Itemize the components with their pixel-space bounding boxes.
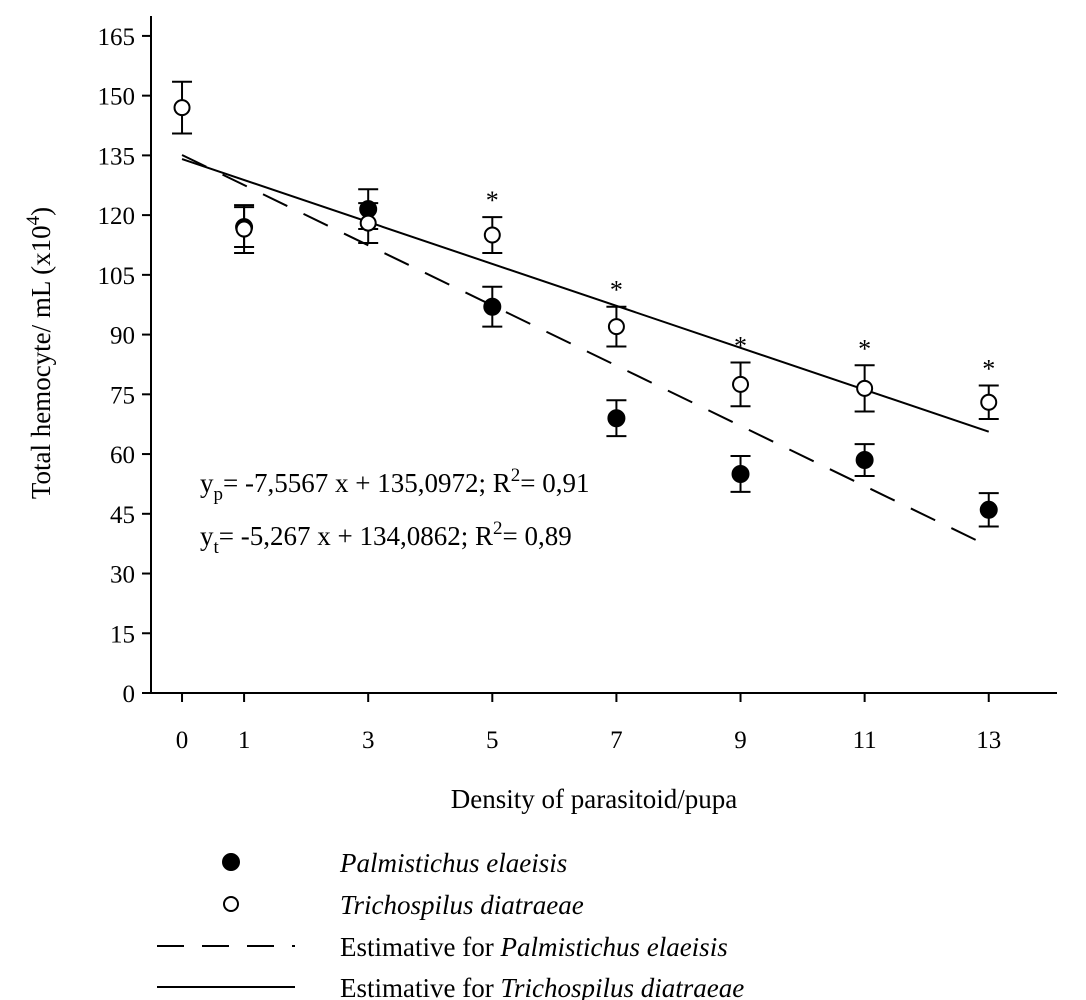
significance-star: * xyxy=(858,334,871,363)
point-palmistichus xyxy=(855,444,875,476)
eq-p-tail: = 0,91 xyxy=(520,468,589,498)
legend-label-trichospilus: Trichospilus diatraeae xyxy=(340,890,584,920)
x-tick-label: 9 xyxy=(734,727,747,754)
eq-p-rest: = -7,5567 x + 135,0972; R xyxy=(223,468,511,498)
y-tick-label: 75 xyxy=(110,382,135,409)
legend-fit-t-species: Trichospilus diatraeae xyxy=(500,973,744,1000)
x-tick-label: 3 xyxy=(362,727,375,754)
y-axis-title-close: ) xyxy=(26,207,56,216)
legend-entry-trichospilus: Trichospilus diatraeae xyxy=(224,890,584,920)
y-tick-label: 30 xyxy=(110,562,135,589)
point-trichospilus xyxy=(234,205,254,253)
legend-label-fit-palmistichus: Estimative for Palmistichus elaeisis xyxy=(340,932,728,962)
legend-fit-p-species: Palmistichus elaeisis xyxy=(499,932,727,962)
point-palmistichus xyxy=(482,287,502,327)
y-tick-label: 105 xyxy=(98,263,136,290)
point-trichospilus xyxy=(731,362,751,406)
y-tick-label: 0 xyxy=(123,681,136,708)
point-trichospilus xyxy=(172,82,192,134)
significance-star: * xyxy=(486,186,499,215)
significance-star: * xyxy=(610,276,623,305)
point-palmistichus xyxy=(606,400,626,436)
point-palmistichus xyxy=(979,493,999,526)
x-tick-label: 5 xyxy=(486,727,499,754)
y-tick-label: 120 xyxy=(98,203,136,230)
open-circle-marker xyxy=(857,381,872,396)
legend-label-palmistichus: Palmistichus elaeisis xyxy=(339,848,567,878)
x-tick-label: 13 xyxy=(976,727,1001,754)
open-circle-marker xyxy=(733,377,748,392)
eq-t-sup: 2 xyxy=(493,518,503,539)
legend: Palmistichus elaeisis Trichospilus diatr… xyxy=(157,848,744,1000)
y-tick-label: 45 xyxy=(110,502,135,529)
filled-circle-marker xyxy=(981,502,997,518)
legend-entry-fit-palmistichus: Estimative for Palmistichus elaeisis xyxy=(157,932,728,962)
y-axis-title: Total hemocyte/ mL (x104) xyxy=(23,207,56,499)
y-axis-title-main: Total hemocyte/ mL (x10 xyxy=(26,225,56,499)
significance-star: * xyxy=(734,331,747,360)
open-circle-marker xyxy=(237,222,252,237)
legend-fit-t-prefix: Estimative for xyxy=(340,973,500,1000)
eq-p-sub: p xyxy=(214,484,224,505)
eq-t-rest: = -5,267 x + 134,0862; R xyxy=(219,521,493,551)
x-tick-label: 11 xyxy=(853,727,877,754)
eq-p-y: y xyxy=(200,468,214,498)
open-circle-marker xyxy=(981,395,996,410)
data-points xyxy=(172,82,999,527)
filled-circle-marker xyxy=(733,466,749,482)
legend-open-circle-icon xyxy=(224,897,238,911)
filled-circle-marker xyxy=(608,410,624,426)
eq-t-tail: = 0,89 xyxy=(503,521,572,551)
x-tick-label: 0 xyxy=(176,727,189,754)
significance-star: * xyxy=(982,355,995,384)
x-tick-label: 1 xyxy=(238,727,251,754)
eq-p-sup: 2 xyxy=(511,465,521,486)
open-circle-marker xyxy=(361,216,376,231)
y-tick-label: 150 xyxy=(98,84,136,111)
open-circle-marker xyxy=(609,319,624,334)
point-trichospilus xyxy=(979,386,999,419)
y-tick-label: 90 xyxy=(110,323,135,350)
point-trichospilus xyxy=(855,365,875,411)
equation-trichospilus: yt= -5,267 x + 134,0862; R2= 0,89 xyxy=(200,518,572,558)
legend-filled-circle-icon xyxy=(223,854,239,870)
significance-markers: * * * * * xyxy=(486,186,995,383)
open-circle-marker xyxy=(175,100,190,115)
y-tick-label: 15 xyxy=(110,621,135,648)
y-tick-label: 135 xyxy=(98,143,136,170)
filled-circle-marker xyxy=(857,452,873,468)
filled-circle-marker xyxy=(484,299,500,315)
legend-label-fit-trichospilus: Estimative for Trichospilus diatraeae xyxy=(340,973,744,1000)
eq-t-y: y xyxy=(200,521,214,551)
x-tick-label: 7 xyxy=(610,727,623,754)
legend-fit-p-prefix: Estimative for xyxy=(340,932,500,962)
open-circle-marker xyxy=(485,228,500,243)
y-axis-title-sup: 4 xyxy=(23,215,44,225)
legend-entry-palmistichus: Palmistichus elaeisis xyxy=(223,848,567,878)
y-tick-label: 60 xyxy=(110,442,135,469)
point-palmistichus xyxy=(731,456,751,492)
x-axis-title: Density of parasitoid/pupa xyxy=(451,784,737,814)
y-tick-label: 165 xyxy=(98,24,136,51)
equation-palmistichus: yp= -7,5567 x + 135,0972; R2= 0,91 xyxy=(200,465,589,505)
point-trichospilus xyxy=(606,307,626,347)
point-trichospilus xyxy=(482,217,502,253)
legend-entry-fit-trichospilus: Estimative for Trichospilus diatraeae xyxy=(157,973,744,1000)
